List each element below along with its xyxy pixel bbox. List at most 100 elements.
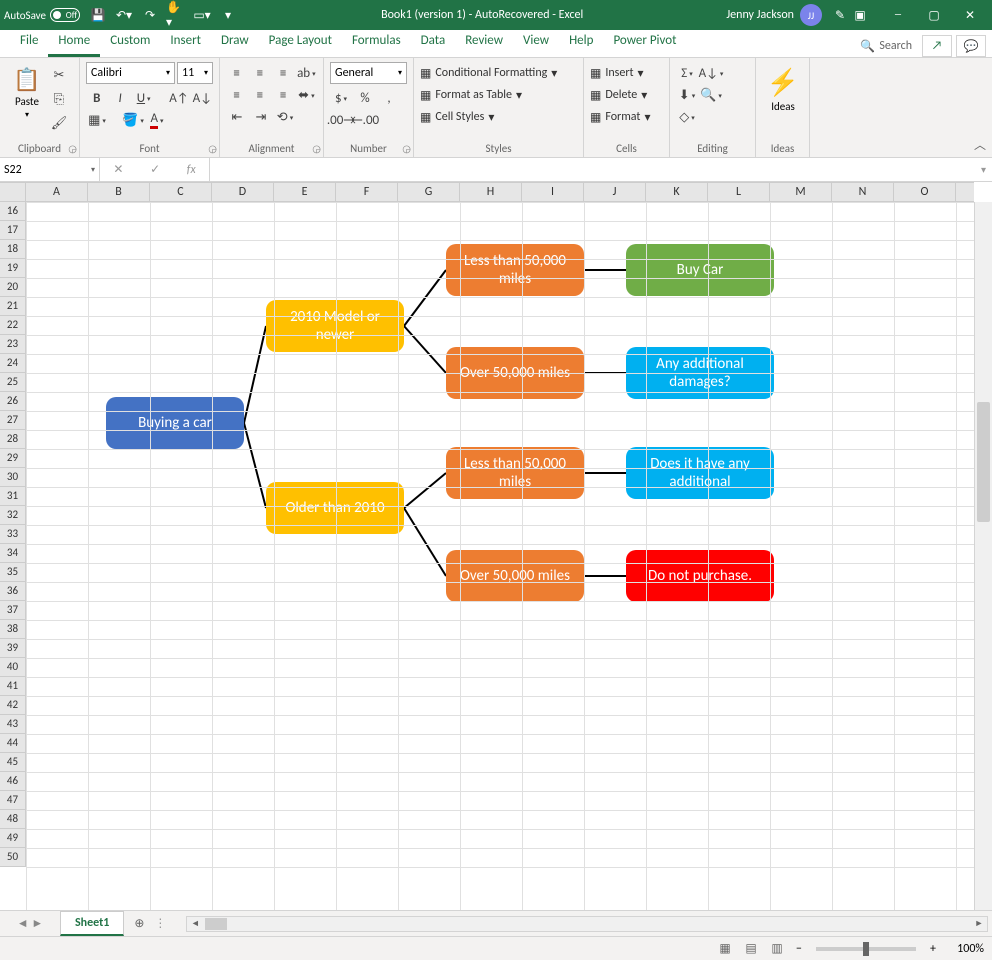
search-box[interactable]: 🔍 Search xyxy=(854,37,918,56)
fx-icon[interactable]: fx xyxy=(187,163,196,177)
tab-review[interactable]: Review xyxy=(455,29,513,57)
dialog-launcher-icon[interactable]: ◶ xyxy=(312,142,321,155)
row-header[interactable]: 50 xyxy=(0,848,25,867)
row-header[interactable]: 46 xyxy=(0,772,25,791)
tab-split-icon[interactable]: ⋮ xyxy=(154,916,166,931)
format-cells-button[interactable]: ▦Format ▾ xyxy=(590,106,663,128)
row-header[interactable]: 30 xyxy=(0,468,25,487)
save-icon[interactable]: 💾 xyxy=(88,5,108,25)
col-header[interactable]: B xyxy=(88,183,150,201)
col-header[interactable]: I xyxy=(522,183,584,201)
row-header[interactable]: 32 xyxy=(0,506,25,525)
copy-button[interactable]: ⎘ xyxy=(48,88,70,110)
ideas-button[interactable]: ⚡ Ideas xyxy=(762,62,804,113)
draw-icon[interactable]: ✎ xyxy=(830,5,850,25)
row-header[interactable]: 20 xyxy=(0,278,25,297)
col-header[interactable]: D xyxy=(212,183,274,201)
row-header[interactable]: 24 xyxy=(0,354,25,373)
row-header[interactable]: 34 xyxy=(0,544,25,563)
scroll-right-icon[interactable]: ► xyxy=(971,917,987,931)
name-box[interactable]: S22 xyxy=(0,158,100,181)
row-header[interactable]: 41 xyxy=(0,677,25,696)
flowchart-node-n2010[interactable]: 2010 Model or newer xyxy=(266,300,404,352)
align-center-button[interactable]: ≡ xyxy=(249,84,270,106)
share-button[interactable]: ↗ xyxy=(922,35,952,57)
dialog-launcher-icon[interactable]: ◶ xyxy=(68,142,77,155)
row-header[interactable]: 25 xyxy=(0,373,25,392)
zoom-in-button[interactable]: + xyxy=(926,942,940,956)
cell-styles-button[interactable]: ▦Cell Styles ▾ xyxy=(420,106,577,128)
align-left-button[interactable]: ≡ xyxy=(226,84,247,106)
scroll-thumb[interactable] xyxy=(205,918,227,930)
number-format-combo[interactable]: General▾ xyxy=(330,62,407,84)
outdent-button[interactable]: ⇤ xyxy=(226,106,248,128)
minimize-button[interactable]: ─ xyxy=(880,0,916,30)
comma-button[interactable]: , xyxy=(378,87,400,109)
font-color-button[interactable]: A xyxy=(146,109,168,131)
dialog-launcher-icon[interactable]: ◶ xyxy=(208,142,217,155)
wrap-text-button[interactable]: ab xyxy=(296,62,317,84)
collapse-ribbon-button[interactable]: ︿ xyxy=(974,136,986,153)
decrease-decimal-button[interactable]: ←.00 xyxy=(354,109,376,131)
row-header[interactable]: 27 xyxy=(0,411,25,430)
row-header[interactable]: 40 xyxy=(0,658,25,677)
select-all-corner[interactable] xyxy=(0,182,26,202)
row-header[interactable]: 16 xyxy=(0,202,25,221)
zoom-handle[interactable] xyxy=(863,942,869,956)
sort-filter-button[interactable]: A↓ xyxy=(700,62,722,84)
border-button[interactable]: ▦ xyxy=(86,109,108,131)
align-top-button[interactable]: ≡ xyxy=(226,62,247,84)
merge-button[interactable]: ⬌ xyxy=(296,84,317,106)
maximize-button[interactable]: ▢ xyxy=(916,0,952,30)
row-header[interactable]: 38 xyxy=(0,620,25,639)
spreadsheet-grid[interactable]: ABCDEFGHIJKLMNO 161718192021222324252627… xyxy=(0,182,992,910)
col-header[interactable]: F xyxy=(336,183,398,201)
format-painter-button[interactable]: 🖌 xyxy=(48,112,70,134)
form-icon[interactable]: ▭▾ xyxy=(192,5,212,25)
row-header[interactable]: 44 xyxy=(0,734,25,753)
bold-button[interactable]: B xyxy=(86,87,107,109)
tab-home[interactable]: Home xyxy=(48,29,100,57)
tab-page-layout[interactable]: Page Layout xyxy=(259,29,342,57)
redo-icon[interactable]: ↷ xyxy=(140,5,160,25)
align-middle-button[interactable]: ≡ xyxy=(249,62,270,84)
align-right-button[interactable]: ≡ xyxy=(273,84,294,106)
font-size-combo[interactable]: 11▾ xyxy=(177,62,213,84)
sheet-tab-sheet1[interactable]: Sheet1 xyxy=(60,911,124,936)
orientation-button[interactable]: ⟲ xyxy=(274,106,296,128)
fill-color-button[interactable]: 🪣 xyxy=(122,109,144,131)
grow-font-button[interactable]: A↑ xyxy=(168,87,189,109)
find-button[interactable]: 🔍 xyxy=(700,84,722,106)
col-header[interactable]: E xyxy=(274,183,336,201)
tab-help[interactable]: Help xyxy=(559,29,603,57)
row-headers[interactable]: 1617181920212223242526272829303132333435… xyxy=(0,202,26,867)
shrink-font-button[interactable]: A↓ xyxy=(192,87,213,109)
row-header[interactable]: 22 xyxy=(0,316,25,335)
italic-button[interactable]: I xyxy=(109,87,130,109)
touch-icon[interactable]: ✋▾ xyxy=(166,5,186,25)
comments-button[interactable]: 💬 xyxy=(956,35,986,57)
close-button[interactable]: ✕ xyxy=(952,0,988,30)
align-bottom-button[interactable]: ≡ xyxy=(273,62,294,84)
column-headers[interactable]: ABCDEFGHIJKLMNO xyxy=(26,182,974,202)
dialog-launcher-icon[interactable]: ◶ xyxy=(402,142,411,155)
cells-area[interactable]: Buying a car2010 Model or newerOlder tha… xyxy=(26,202,974,910)
indent-button[interactable]: ⇥ xyxy=(250,106,272,128)
row-header[interactable]: 29 xyxy=(0,449,25,468)
paste-button[interactable]: 📋 Paste ▾ xyxy=(6,62,48,134)
insert-cells-button[interactable]: ▦Insert ▾ xyxy=(590,62,663,84)
col-header[interactable]: M xyxy=(770,183,832,201)
row-header[interactable]: 19 xyxy=(0,259,25,278)
delete-cells-button[interactable]: ▦Delete ▾ xyxy=(590,84,663,106)
conditional-formatting-button[interactable]: ▦Conditional Formatting ▾ xyxy=(420,62,577,84)
cancel-icon[interactable]: ✕ xyxy=(113,162,123,177)
flowchart-node-gt50b[interactable]: Over 50,000 miles xyxy=(446,550,584,602)
flowchart-node-older[interactable]: Older than 2010 xyxy=(266,482,404,534)
currency-button[interactable]: $ xyxy=(330,87,352,109)
row-header[interactable]: 26 xyxy=(0,392,25,411)
row-header[interactable]: 47 xyxy=(0,791,25,810)
tab-insert[interactable]: Insert xyxy=(160,29,211,57)
formula-input[interactable] xyxy=(210,158,992,181)
row-header[interactable]: 33 xyxy=(0,525,25,544)
row-header[interactable]: 45 xyxy=(0,753,25,772)
